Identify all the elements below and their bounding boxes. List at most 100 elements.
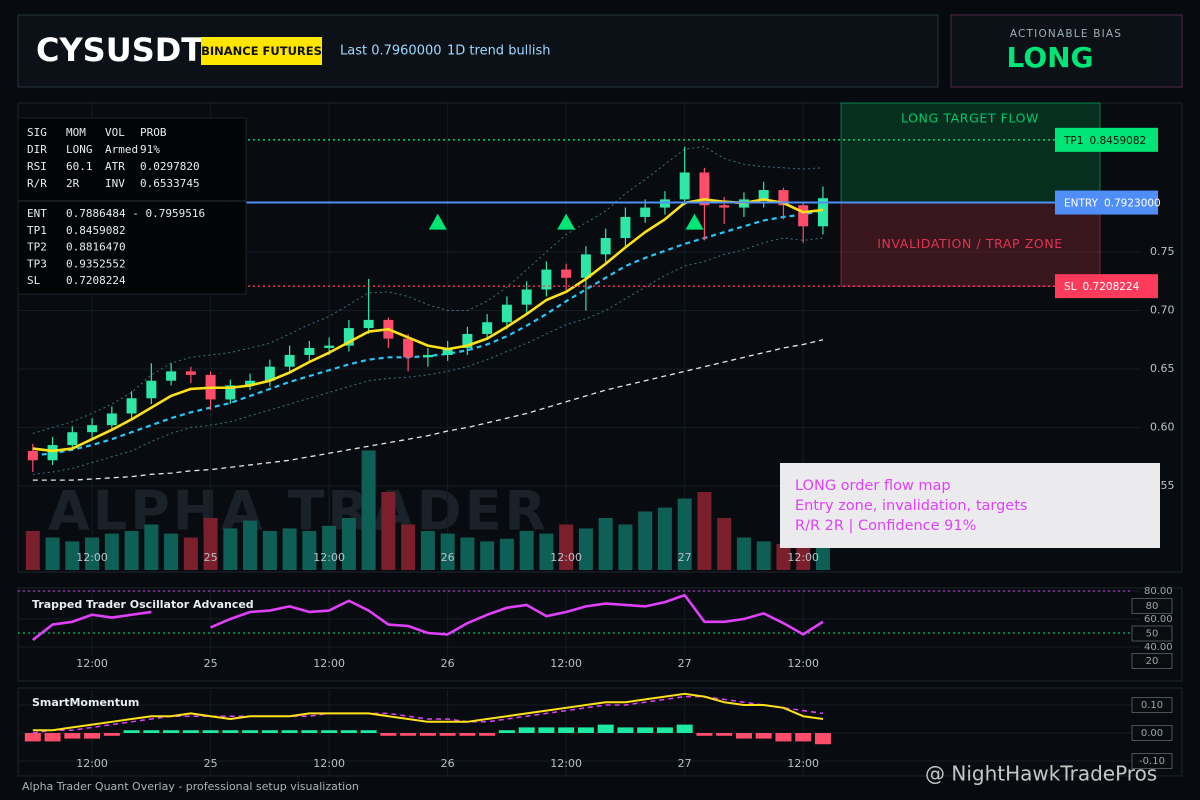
level-label: 50 bbox=[1146, 629, 1159, 640]
volume-bar bbox=[124, 531, 139, 570]
candle-body bbox=[640, 207, 651, 217]
x-tick-label: 12:00 bbox=[76, 757, 108, 770]
zone bbox=[840, 202, 1101, 287]
symbol: CYSUSDT bbox=[36, 31, 203, 69]
volume-bar bbox=[519, 531, 534, 570]
x-tick-label: 12:00 bbox=[76, 657, 108, 670]
histogram-bar bbox=[400, 733, 417, 736]
histogram-bar bbox=[202, 730, 219, 734]
stats-cell: 2R bbox=[66, 177, 80, 190]
candle-body bbox=[817, 198, 828, 227]
bias-box bbox=[950, 14, 1183, 88]
volume-bar bbox=[85, 537, 100, 570]
candle-body bbox=[778, 190, 789, 206]
volume-bar bbox=[677, 498, 692, 570]
footer: Alpha Trader Quant Overlay - professiona… bbox=[22, 780, 359, 793]
volume-bar bbox=[657, 507, 672, 570]
candle-body bbox=[679, 172, 690, 200]
panel-title: SmartMomentum bbox=[32, 696, 139, 709]
histogram-bar bbox=[755, 733, 772, 739]
histogram-bar bbox=[44, 733, 61, 742]
volume-bar bbox=[578, 528, 593, 570]
bias-value: LONG bbox=[1006, 41, 1093, 74]
annotation-line: R/R 2R | Confidence 91% bbox=[795, 518, 976, 534]
stats-cell: INV bbox=[105, 177, 125, 190]
annotation-line: Entry zone, invalidation, targets bbox=[795, 498, 1027, 514]
level-name: SL bbox=[1064, 281, 1077, 293]
stats-level: 0.7208224 bbox=[66, 274, 126, 287]
volume-bar bbox=[322, 525, 337, 570]
plot-layer bbox=[18, 139, 1140, 745]
histogram-bar bbox=[558, 727, 575, 734]
momentum-line bbox=[32, 695, 824, 734]
volume-bar bbox=[282, 528, 297, 570]
x-tick-label: 27 bbox=[678, 551, 692, 564]
level-label: 80 bbox=[1146, 601, 1159, 612]
histogram-bar bbox=[795, 733, 812, 742]
level-label: SL 0.7208224 bbox=[1064, 281, 1140, 293]
y-tick-label: 0.10 bbox=[1141, 700, 1163, 711]
x-tick-label: 12:00 bbox=[550, 757, 582, 770]
volume-bar bbox=[361, 450, 376, 570]
level-value: 0.7208224 bbox=[1083, 281, 1140, 293]
level-value: 0.7923000 bbox=[1104, 198, 1161, 210]
volume-bar bbox=[499, 538, 514, 570]
volume-bar bbox=[776, 544, 791, 570]
stats-cell: VOL bbox=[105, 126, 125, 139]
signal-marker bbox=[428, 213, 447, 230]
candle-body bbox=[245, 380, 256, 386]
level-box bbox=[1131, 625, 1173, 642]
volume-bar bbox=[104, 533, 119, 570]
histogram-bar bbox=[340, 730, 357, 734]
x-tick-label: 25 bbox=[204, 551, 218, 564]
candle-body bbox=[541, 269, 552, 290]
candle-body bbox=[521, 289, 532, 305]
volume-bar bbox=[539, 533, 554, 570]
histogram-bar bbox=[123, 730, 140, 734]
histogram-bar bbox=[518, 727, 535, 734]
x-tick-label: 25 bbox=[204, 757, 218, 770]
x-tick-label: 12:00 bbox=[313, 551, 345, 564]
x-tick-label: 12:00 bbox=[550, 657, 582, 670]
x-tick-label: 27 bbox=[678, 657, 692, 670]
candle-body bbox=[798, 205, 809, 227]
volume-bar bbox=[25, 531, 40, 570]
stats-cell: Armed bbox=[105, 143, 138, 156]
stats-rows: SIG MOM VOL PROB DIR LONG Armed 91% RSI 60.1 ATR 0.… bbox=[27, 126, 205, 287]
stats-cell: 60.1 bbox=[66, 160, 93, 173]
histogram-bar bbox=[84, 733, 101, 739]
x-tick-label: 12:00 bbox=[787, 657, 819, 670]
candle-body bbox=[462, 333, 473, 348]
histogram-bar bbox=[538, 727, 555, 734]
candle-body bbox=[284, 354, 295, 367]
histogram-bar bbox=[439, 733, 456, 736]
candle-body bbox=[580, 254, 591, 278]
histogram-bar bbox=[716, 733, 733, 736]
x-tick-label: 26 bbox=[441, 657, 455, 670]
histogram-bar bbox=[321, 730, 338, 734]
stats-cell: 91% bbox=[140, 143, 160, 156]
exchange: BINANCE FUTURES bbox=[201, 44, 322, 58]
histogram-bar bbox=[637, 727, 654, 734]
stats-cell: DIR bbox=[27, 143, 47, 156]
stats-level: TP1 bbox=[27, 224, 47, 237]
volume-bar bbox=[638, 511, 653, 570]
histogram-bar bbox=[676, 724, 693, 734]
candle-body bbox=[225, 385, 236, 400]
candle-body bbox=[27, 450, 38, 461]
histogram-bar bbox=[24, 733, 41, 742]
histogram-bar bbox=[419, 733, 436, 736]
exchange-badge bbox=[201, 37, 322, 65]
histogram-bar bbox=[656, 727, 673, 734]
candle-body bbox=[403, 338, 414, 358]
volume-bar bbox=[460, 537, 475, 570]
zone-label: INVALIDATION / TRAP ZONE bbox=[877, 236, 1063, 251]
x-tick-label: 12:00 bbox=[787, 757, 819, 770]
volume-bar bbox=[341, 518, 356, 570]
volume-bar bbox=[243, 520, 258, 570]
volume-bar bbox=[65, 541, 80, 570]
trend: 1D trend bullish bbox=[447, 44, 551, 59]
x-tick-label: 12:00 bbox=[550, 551, 582, 564]
